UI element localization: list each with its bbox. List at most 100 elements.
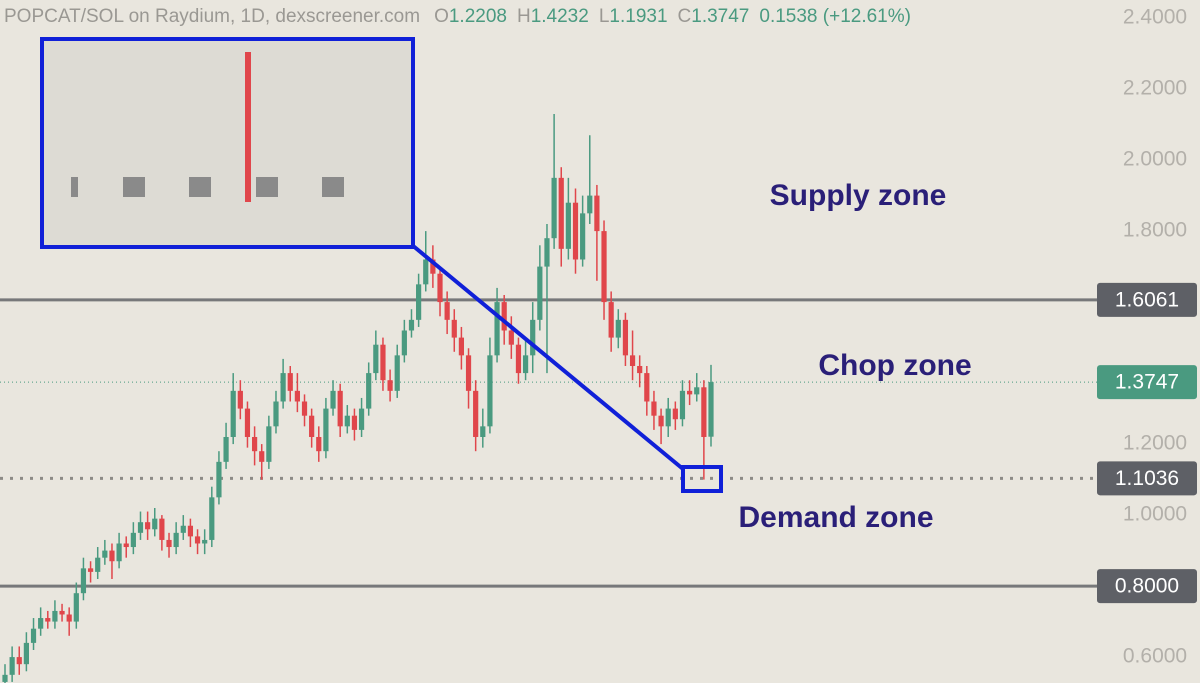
candle-body (544, 238, 550, 267)
candle-body (330, 390, 336, 409)
candle-body (194, 536, 201, 544)
candle-body (123, 543, 129, 548)
candle-body (152, 518, 158, 530)
candle-body (687, 390, 693, 395)
y-tick-label: 0.6000 (1123, 645, 1187, 668)
ohlc-label: L (599, 6, 610, 27)
candle-body (73, 593, 79, 622)
candle-body (451, 319, 457, 338)
candle-body (251, 436, 258, 452)
candle-body (216, 461, 222, 498)
candle-body (66, 614, 72, 622)
candle-body (537, 266, 543, 320)
candle-body (316, 436, 322, 452)
candle-body (366, 373, 372, 409)
change-label: 0.1538 (+12.61%) (759, 6, 911, 27)
price-label-box (1097, 461, 1197, 496)
price-label: 1.3747 (1115, 371, 1179, 394)
candle-body (273, 401, 279, 427)
candle-body (423, 259, 429, 285)
annotation: Demand zone (738, 501, 933, 534)
candle-body (287, 373, 293, 391)
candle-body (401, 330, 407, 356)
candle-body (416, 284, 422, 320)
candle-body (572, 202, 579, 260)
candle-body (180, 525, 186, 533)
candle-body (430, 259, 436, 274)
candle-body (187, 525, 194, 537)
candle-body (358, 408, 365, 430)
candle-body (394, 355, 400, 391)
y-tick-label: 2.2000 (1123, 77, 1187, 100)
focus-box (681, 465, 723, 493)
candle-body (301, 401, 308, 416)
inset-bar (189, 177, 211, 197)
ohlc-value: 1.4232 (531, 6, 589, 27)
header: POPCAT/SOL on Raydium, 1D, dexscreener.c… (4, 6, 911, 27)
candle-body (45, 618, 51, 622)
y-tick-label: 2.4000 (1123, 6, 1187, 29)
candle-body (280, 373, 286, 402)
candle-body (665, 408, 671, 427)
y-tick-label: 2.0000 (1123, 148, 1187, 171)
candle-body (59, 610, 65, 615)
candle-body (137, 522, 144, 533)
candle-body (145, 522, 151, 530)
ohlc-label: O (434, 6, 449, 27)
candle-body (130, 532, 136, 548)
candle-body (580, 213, 586, 260)
candle-body (87, 568, 94, 572)
candle-body (708, 382, 714, 437)
candle-body (694, 387, 700, 395)
ohlc-value: 1.1931 (609, 6, 667, 27)
candle-body (323, 408, 329, 452)
candle-body (16, 657, 22, 665)
candle-body (408, 319, 415, 331)
candle-body (38, 618, 44, 629)
inset-red-bar (245, 52, 251, 202)
candle-body (530, 319, 536, 356)
candle-body (608, 302, 614, 338)
candle-body (52, 610, 58, 622)
candle-body (266, 426, 272, 462)
price-label: 1.1036 (1115, 467, 1179, 490)
candle-body (109, 550, 115, 562)
price-label: 1.6061 (1115, 288, 1179, 311)
candle-body (102, 550, 108, 558)
candle-body (309, 415, 315, 437)
candle-body (487, 355, 493, 427)
header-title: POPCAT/SOL on Raydium, 1D, dexscreener.c… (4, 6, 420, 27)
candle-body (116, 543, 122, 562)
candle-body (515, 344, 522, 374)
candle-body (465, 355, 472, 391)
price-label-box (1097, 365, 1197, 400)
inset-bar (322, 177, 344, 197)
candle-body (294, 390, 300, 402)
connector-line (410, 243, 685, 471)
annotation: Supply zone (770, 179, 947, 212)
candle-body (494, 302, 500, 356)
candle-body (387, 380, 393, 391)
inset-box (40, 37, 415, 249)
candle-body (551, 177, 557, 239)
overlay-layer: 1.6061 1.1036 0.8000 1.3747 Supply zone Chop … (40, 37, 1197, 604)
candle-body (558, 177, 564, 249)
candle-body (480, 426, 486, 437)
candle-body (587, 195, 593, 214)
candle-body (679, 390, 686, 420)
candle-body (594, 195, 600, 232)
candle-body (259, 451, 265, 462)
candle-body (522, 355, 529, 374)
candle-body (651, 401, 657, 416)
candle-body (458, 337, 465, 356)
ohlc-label: H (517, 6, 531, 27)
candle-body (615, 319, 621, 338)
candle-body (209, 497, 215, 540)
ohlc-value: 1.2208 (449, 6, 507, 27)
y-tick-label: 1.0000 (1123, 503, 1187, 526)
candle-body (9, 657, 15, 675)
candle-body (344, 415, 350, 427)
candle-body (380, 344, 386, 381)
candle-body (644, 373, 650, 402)
candles-layer (2, 113, 714, 683)
